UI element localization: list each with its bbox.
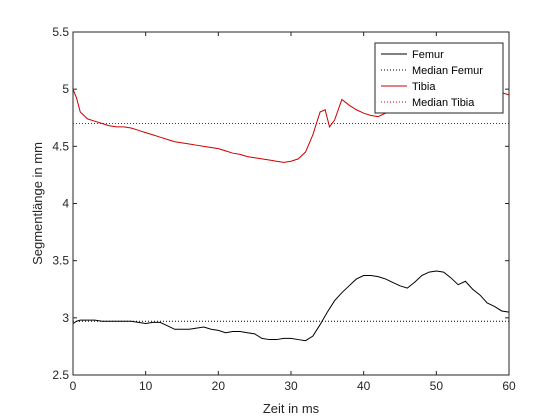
x-tick-label: 20 <box>212 379 226 393</box>
legend-label: Tibia <box>412 81 436 93</box>
x-tick-label: 30 <box>284 379 298 393</box>
series-line-femur <box>73 270 509 342</box>
y-tick-label: 3 <box>62 311 69 325</box>
legend-box <box>374 42 504 114</box>
y-tick-label: 2.5 <box>52 368 69 382</box>
x-tick-label: 50 <box>430 379 444 393</box>
x-axis-title: Zeit in ms <box>263 401 320 416</box>
x-tick-label: 0 <box>70 379 77 393</box>
legend-label: Femur <box>412 49 444 61</box>
x-tick-label: 60 <box>502 379 516 393</box>
legend-label: Median Femur <box>412 65 483 77</box>
y-tick-label: 3.5 <box>52 254 69 268</box>
y-axis-title: Segmentlänge in mm <box>30 142 45 265</box>
y-tick-label: 4 <box>62 197 69 211</box>
x-tick-label: 40 <box>357 379 371 393</box>
x-tick-label: 10 <box>139 379 153 393</box>
y-tick-label: 5.5 <box>52 25 69 39</box>
legend: Femur Median Femur Tibia Median Tibia <box>374 42 504 114</box>
y-tick-label: 4.5 <box>52 139 69 153</box>
y-tick-label: 5 <box>62 82 69 96</box>
legend-label: Median Tibia <box>412 97 475 109</box>
